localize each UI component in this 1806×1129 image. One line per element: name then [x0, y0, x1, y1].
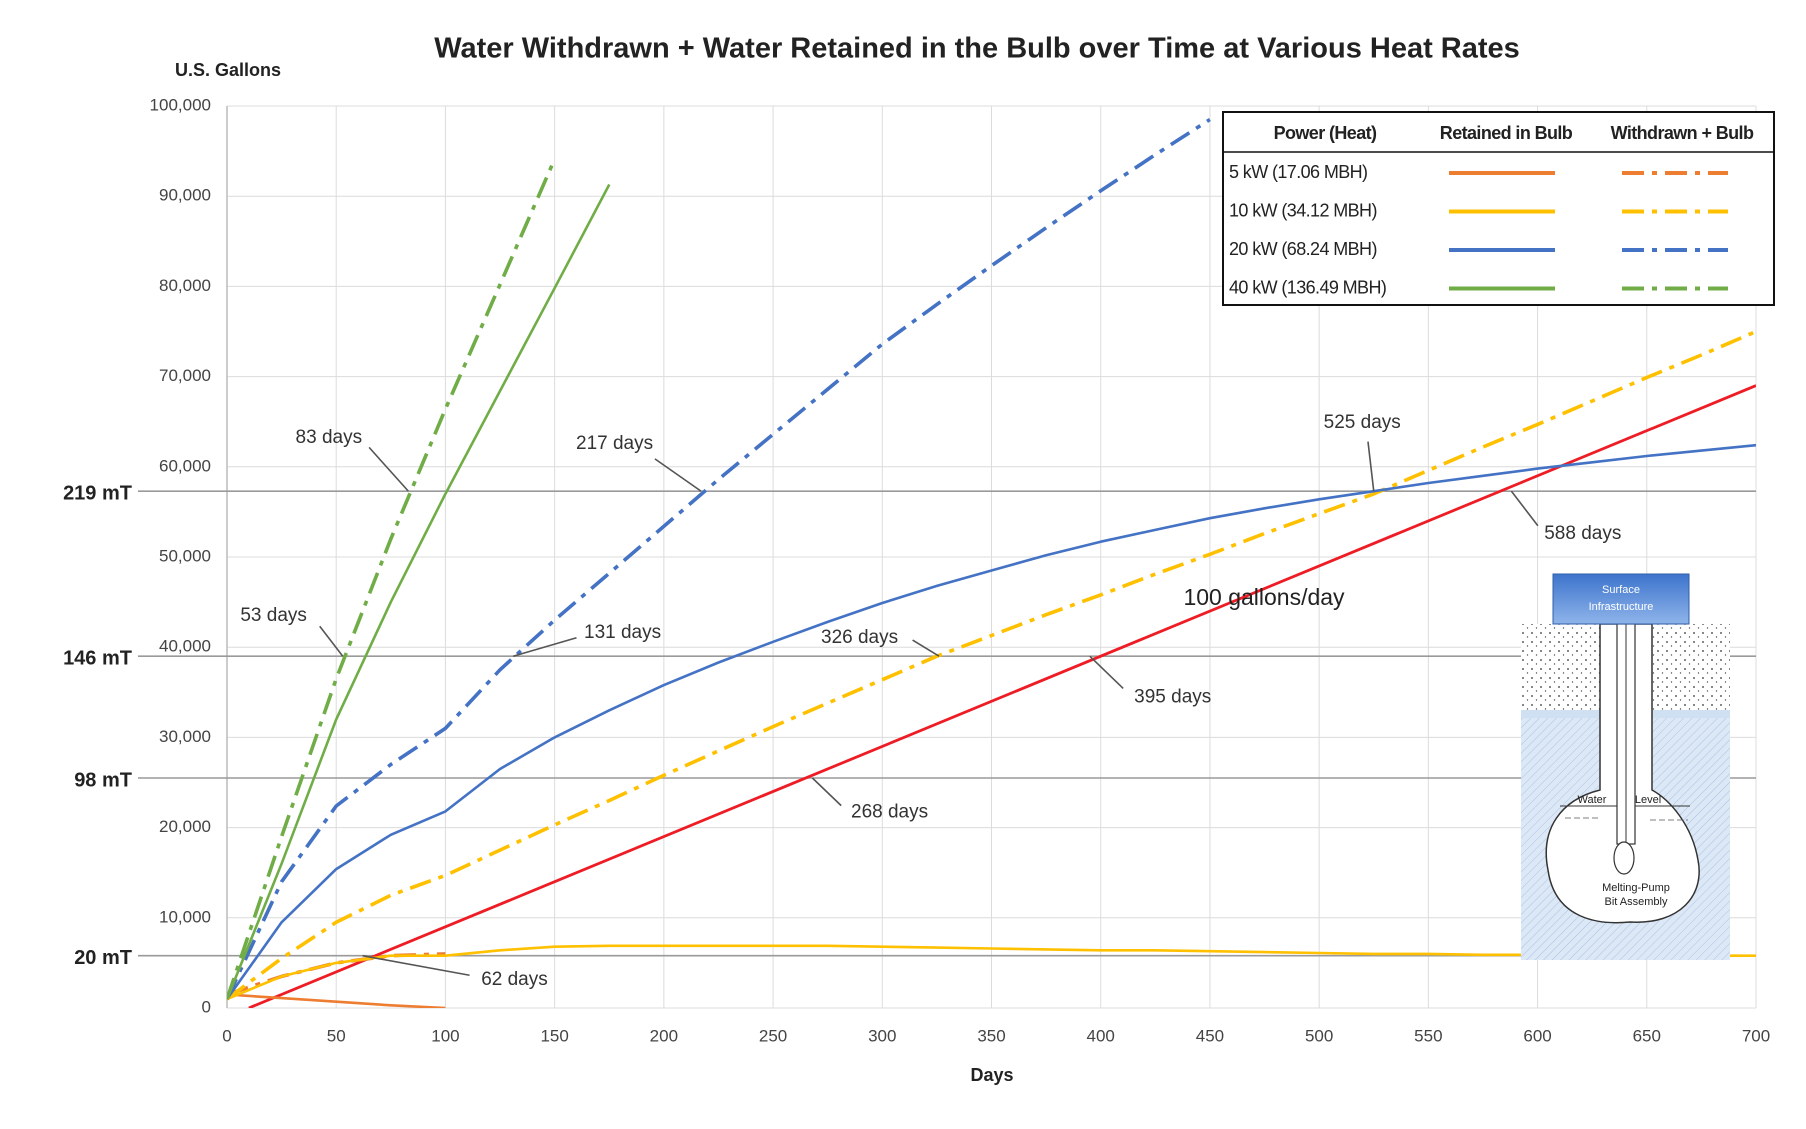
y-tick-label: 30,000	[159, 727, 211, 746]
annotation-label: 395 days	[1134, 687, 1211, 708]
retained-line	[227, 443, 1756, 1000]
chart-title: Water Withdrawn + Water Retained in the …	[434, 33, 1520, 65]
x-tick-label: 450	[1196, 1026, 1224, 1045]
legend-header: Withdrawn + Bulb	[1611, 123, 1754, 143]
inset-surface-box	[1552, 573, 1690, 625]
x-tick-label: 250	[759, 1026, 787, 1045]
inset-label: Infrastructure	[1589, 601, 1654, 613]
reference-label: 146 mT	[63, 648, 132, 670]
y-tick-label: 40,000	[159, 637, 211, 656]
annotation-leader	[654, 458, 702, 492]
y-tick-label: 70,000	[159, 366, 211, 385]
annotation-label: 217 days	[576, 433, 653, 454]
inset-label: Level	[1635, 794, 1661, 806]
x-tick-label: 600	[1523, 1026, 1551, 1045]
annotation-label: 62 days	[481, 969, 548, 990]
annotation-leader	[362, 954, 470, 977]
withdrawn-line	[227, 329, 1756, 1001]
y-tick-label: 90,000	[159, 186, 211, 205]
inset-bit	[1613, 841, 1635, 875]
legend: Power (Heat) Retained in Bulb Withdrawn + …	[1222, 111, 1775, 306]
inset-label: Surface	[1602, 584, 1640, 596]
legend-label: 10 kW (34.12 MBH)	[1229, 200, 1377, 220]
withdrawn-line	[227, 158, 557, 1000]
x-tick-label: 150	[540, 1026, 568, 1045]
annotation-leader	[912, 639, 940, 657]
x-tick-label: 300	[868, 1026, 896, 1045]
inset-label: Bit Assembly	[1605, 896, 1668, 908]
annotation-label: 131 days	[584, 622, 661, 643]
x-tick-label: 700	[1742, 1026, 1770, 1045]
y-tick-label: 20,000	[159, 817, 211, 836]
x-tick-label: 0	[222, 1026, 231, 1045]
x-tick-label: 50	[327, 1026, 346, 1045]
retained-line	[227, 944, 1756, 1001]
annotation-leader	[1089, 655, 1124, 690]
annotation-label: 53 days	[240, 605, 307, 626]
x-tick-label: 650	[1633, 1026, 1661, 1045]
retained-line	[227, 183, 611, 1000]
legend-header: Power (Heat)	[1274, 123, 1377, 143]
legend-label: 5 kW (17.06 MBH)	[1229, 162, 1367, 182]
y-tick-label: 10,000	[159, 907, 211, 926]
annotations: 100 gallons/day 83 days 53 days 217 days 131…	[240, 412, 1621, 990]
annotation-leader	[1510, 490, 1539, 527]
reference-label: 20 mT	[74, 947, 132, 969]
x-tick-label: 100	[431, 1026, 459, 1045]
x-axis-label: Days	[970, 1065, 1013, 1085]
annotation-label: 326 days	[821, 627, 898, 648]
rate-line	[248, 384, 1756, 1008]
x-tick-label: 550	[1414, 1026, 1442, 1045]
legend-label: 20 kW (68.24 MBH)	[1229, 239, 1377, 259]
x-tick-label: 500	[1305, 1026, 1333, 1045]
rate-line-label: 100 gallons/day	[1183, 584, 1345, 610]
y-tick-label: 100,000	[150, 95, 211, 114]
annotation-leader	[1367, 441, 1375, 492]
legend-box	[1222, 111, 1775, 306]
y-tick-label: 50,000	[159, 546, 211, 565]
plot-lines	[227, 117, 1756, 1008]
annotation-label: 525 days	[1324, 412, 1401, 433]
y-tick-label: 80,000	[159, 276, 211, 295]
x-tick-label: 350	[977, 1026, 1005, 1045]
inset-label: Melting-Pump	[1602, 882, 1670, 894]
x-tick-label: 400	[1087, 1026, 1115, 1045]
x-tick-label: 200	[650, 1026, 678, 1045]
reference-label: 219 mT	[63, 482, 132, 504]
reference-lines: 219 mT 146 mT 98 mT 20 mT	[63, 482, 1756, 969]
y-axis-label: U.S. Gallons	[175, 60, 281, 80]
withdrawn-line	[227, 117, 1211, 1000]
retained-line	[227, 993, 446, 1008]
grid: 0 10,000 20,000 30,000 40,000 50,000 60,000 70,…	[150, 95, 1771, 1045]
inset-label: Water	[1578, 794, 1607, 806]
reference-label: 98 mT	[74, 769, 132, 791]
annotation-leader	[368, 446, 409, 492]
annotation-label: 588 days	[1544, 523, 1621, 544]
legend-header: Retained in Bulb	[1440, 123, 1573, 143]
y-tick-label: 60,000	[159, 456, 211, 475]
inset-diagram: Surface Infrastructure Water Level Melti…	[1521, 573, 1730, 960]
annotation-label: 83 days	[296, 427, 363, 448]
annotation-leader	[512, 637, 577, 657]
annotation-leader	[319, 625, 344, 657]
annotation-label: 268 days	[851, 802, 928, 823]
annotation-leader	[811, 777, 842, 807]
y-tick-label: 0	[202, 997, 211, 1016]
legend-label: 40 kW (136.49 MBH)	[1229, 277, 1386, 297]
